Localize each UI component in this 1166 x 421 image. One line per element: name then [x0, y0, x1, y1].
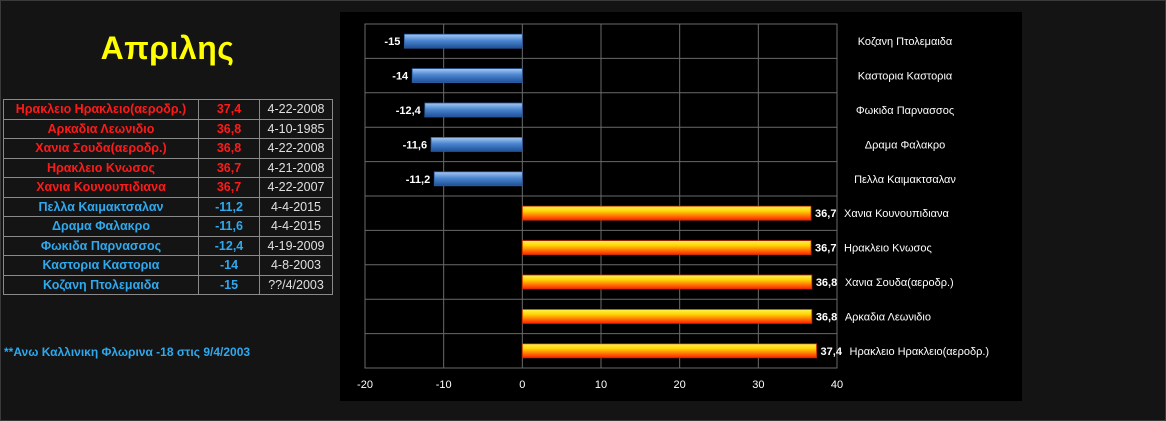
record-location: Καστορια Καστορια	[3, 255, 199, 276]
category-label: Χανια Σουδα(αεροδρ.)	[845, 277, 954, 289]
category-label: Ηρακλειο Κνωσος	[844, 243, 932, 255]
record-location: Αρκαδια Λεωνιδιο	[3, 118, 199, 139]
table-row: Πελλα Καιμακτσαλαν -11,2 4-4-2015	[3, 196, 333, 217]
bar	[521, 308, 813, 324]
bar-value-label: 36,7	[815, 208, 836, 220]
x-tick-label: -10	[436, 379, 452, 391]
bar-chart: -20 -10 0 10 20 30 40 -15 Κοζανη Πτολεμαιδα -14 Κα…	[340, 12, 1022, 401]
record-value: -14	[198, 255, 260, 276]
table-row: Ηρακλειο Κνωσος 36,7 4-21-2008	[3, 157, 333, 178]
record-date: 4-19-2009	[259, 235, 333, 256]
x-tick-label: 20	[674, 379, 686, 391]
record-date: 4-8-2003	[259, 255, 333, 276]
bar	[521, 240, 812, 256]
bar-value-label: -14	[392, 71, 409, 83]
x-tick-label: -20	[357, 379, 373, 391]
record-date: 4-22-2008	[259, 138, 333, 159]
record-value: -15	[198, 274, 260, 295]
record-value: 36,7	[198, 157, 260, 178]
table-row: Χανια Σουδα(αεροδρ.) 36,8 4-22-2008	[3, 138, 333, 159]
x-tick-label: 40	[831, 379, 843, 391]
table-row: Δραμα Φαλακρο -11,6 4-4-2015	[3, 216, 333, 237]
bar-value-label: 37,4	[821, 346, 843, 358]
record-location: Χανια Κουνουπιδιανα	[3, 177, 199, 198]
bar	[411, 68, 523, 83]
bar-value-label: 36,7	[815, 243, 836, 255]
category-label: Αρκαδια Λεωνιδιο	[845, 311, 931, 323]
record-location: Φωκιδα Παρνασσος	[3, 235, 199, 256]
page-title: Απριλης	[100, 30, 235, 66]
table-row: Ηρακλειο Ηρακλειο(αεροδρ.) 37,4 4-22-2008	[3, 99, 333, 120]
record-date: 4-10-1985	[259, 118, 333, 139]
record-location: Κοζανη Πτολεμαιδα	[3, 274, 199, 295]
bar	[424, 102, 523, 118]
bar	[521, 274, 813, 290]
record-location: Ηρακλειο Κνωσος	[3, 157, 199, 178]
record-value: 37,4	[198, 99, 260, 120]
record-date: 4-4-2015	[259, 196, 333, 217]
record-date: ??/4/2003	[259, 274, 333, 295]
record-location: Πελλα Καιμακτσαλαν	[3, 196, 199, 217]
category-label: Χανια Κουνουπιδιανα	[844, 208, 949, 220]
bar-value-label: 36,8	[816, 277, 837, 289]
footnote: **Ανω Καλλινικη Φλωρινα -18 στις 9/4/200…	[4, 345, 251, 359]
record-date: 4-21-2008	[259, 157, 333, 178]
record-value: -11,2	[198, 196, 260, 217]
bar	[403, 33, 523, 49]
bar-value-label: 36,8	[816, 311, 837, 323]
record-value: -12,4	[198, 235, 260, 256]
table-row: Φωκιδα Παρνασσος -12,4 4-19-2009	[3, 235, 333, 256]
record-location: Ηρακλειο Ηρακλειο(αεροδρ.)	[3, 99, 199, 120]
bar-value-label: -11,6	[403, 139, 427, 151]
x-tick-label: 10	[595, 379, 607, 391]
table-row: Καστορια Καστορια -14 4-8-2003	[3, 255, 333, 276]
bar	[521, 205, 812, 221]
records-table: Ηρακλειο Ηρακλειο(αεροδρ.) 37,4 4-22-2008 Α…	[3, 99, 333, 295]
table-row: Αρκαδια Λεωνιδιο 36,8 4-10-1985	[3, 118, 333, 139]
category-label: Πελλα Καιμακτσαλαν	[854, 174, 956, 186]
bar	[433, 171, 523, 187]
record-location: Δραμα Φαλακρο	[3, 216, 199, 237]
x-tick-label: 30	[752, 379, 764, 391]
table-row: Χανια Κουνουπιδιανα 36,7 4-22-2007	[3, 177, 333, 198]
category-label: Καστορια Καστορια	[858, 71, 953, 83]
record-date: 4-22-2007	[259, 177, 333, 198]
x-tick-label: 0	[519, 379, 525, 391]
record-value: 36,7	[198, 177, 260, 198]
category-label: Ηρακλειο Ηρακλειο(αεροδρ.)	[850, 346, 990, 358]
record-value: 36,8	[198, 118, 260, 139]
bar-value-label: -11,2	[406, 174, 430, 186]
record-value: 36,8	[198, 138, 260, 159]
bar-chart-svg: -20 -10 0 10 20 30 40 -15 Κοζανη Πτολεμαιδα -14 Κα…	[357, 23, 990, 391]
record-value: -11,6	[198, 216, 260, 237]
bar	[430, 137, 523, 152]
bar	[521, 343, 817, 359]
record-date: 4-4-2015	[259, 216, 333, 237]
category-label: Φωκιδα Παρνασσος	[856, 105, 954, 117]
record-date: 4-22-2008	[259, 99, 333, 120]
category-label: Δραμα Φαλακρο	[865, 139, 945, 151]
table-row: Κοζανη Πτολεμαιδα -15 ??/4/2003	[3, 274, 333, 295]
bar-value-label: -12,4	[396, 105, 422, 117]
category-label: Κοζανη Πτολεμαιδα	[858, 36, 953, 48]
record-location: Χανια Σουδα(αεροδρ.)	[3, 138, 199, 159]
bar-value-label: -15	[384, 36, 400, 48]
